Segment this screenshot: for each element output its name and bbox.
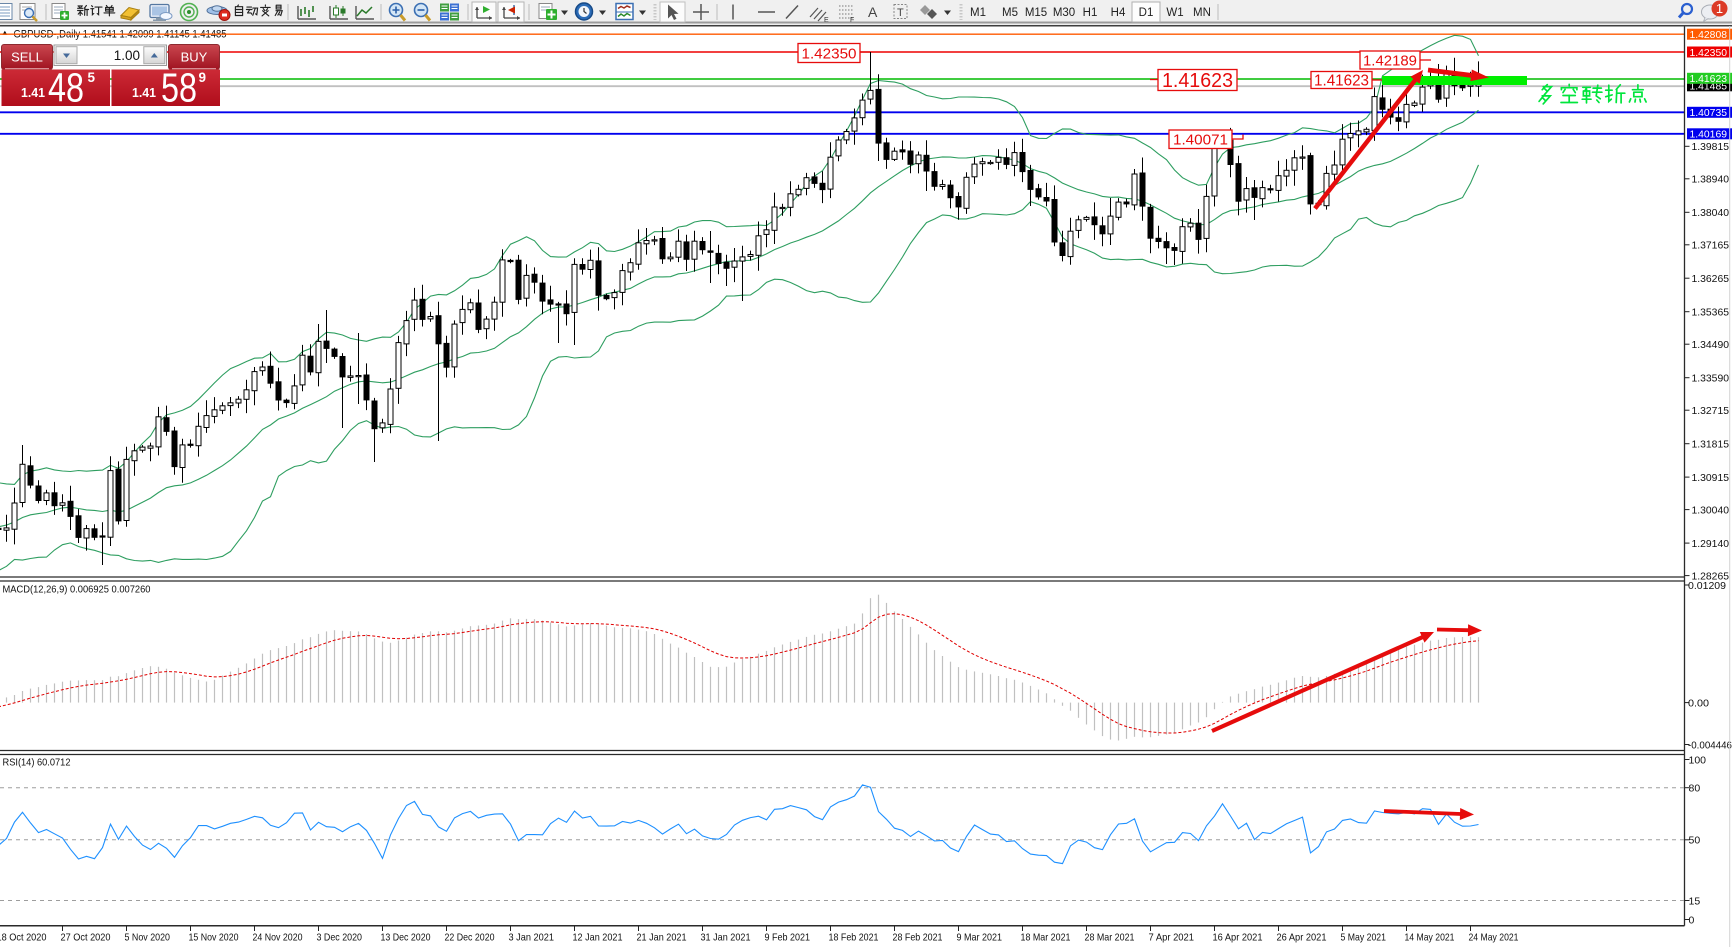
svg-text:1: 1 xyxy=(1716,1,1723,16)
svg-text:1.39815: 1.39815 xyxy=(1692,141,1730,153)
svg-text:18 Oct 2020: 18 Oct 2020 xyxy=(0,932,47,944)
svg-text:0.01209: 0.01209 xyxy=(1688,580,1726,592)
svg-text:1.41: 1.41 xyxy=(132,85,156,100)
svg-text:9 Mar 2021: 9 Mar 2021 xyxy=(957,932,1003,944)
svg-text:50: 50 xyxy=(1689,835,1701,847)
svg-text:1.35365: 1.35365 xyxy=(1692,307,1730,319)
svg-text:1.36265: 1.36265 xyxy=(1692,273,1730,285)
svg-text:12 Jan 2021: 12 Jan 2021 xyxy=(573,932,623,944)
svg-text:BUY: BUY xyxy=(181,50,208,65)
svg-text:1.34490: 1.34490 xyxy=(1692,339,1730,351)
svg-text:-0.004446: -0.004446 xyxy=(1688,739,1732,751)
svg-text:M5: M5 xyxy=(1002,7,1018,19)
svg-text:28 Feb 2021: 28 Feb 2021 xyxy=(893,932,943,944)
svg-text:H4: H4 xyxy=(1111,7,1126,19)
svg-text:3 Dec 2020: 3 Dec 2020 xyxy=(317,932,363,944)
svg-text:W1: W1 xyxy=(1166,7,1183,19)
svg-text:1.40071: 1.40071 xyxy=(1173,132,1228,149)
svg-text:0.00: 0.00 xyxy=(1688,697,1709,709)
svg-text:F: F xyxy=(850,17,854,24)
svg-text:18 Mar 2021: 18 Mar 2021 xyxy=(1021,932,1071,944)
svg-text:0: 0 xyxy=(1689,914,1695,926)
svg-text:1.33590: 1.33590 xyxy=(1692,373,1730,385)
svg-text:T: T xyxy=(897,7,904,19)
svg-text:M15: M15 xyxy=(1025,7,1047,19)
svg-text:1.41: 1.41 xyxy=(21,85,45,100)
svg-text:9: 9 xyxy=(199,70,207,85)
svg-text:80: 80 xyxy=(1689,783,1701,795)
svg-text:E: E xyxy=(824,17,829,24)
svg-text:22 Dec 2020: 22 Dec 2020 xyxy=(445,932,495,944)
svg-text:1.38040: 1.38040 xyxy=(1692,207,1730,219)
svg-text:15: 15 xyxy=(1689,895,1701,907)
svg-text:SELL: SELL xyxy=(11,50,43,65)
svg-text:15 Nov 2020: 15 Nov 2020 xyxy=(189,932,239,944)
svg-text:27 Oct 2020: 27 Oct 2020 xyxy=(61,932,111,944)
svg-text:7 Apr 2021: 7 Apr 2021 xyxy=(1149,932,1195,944)
svg-text:1.31815: 1.31815 xyxy=(1692,439,1730,451)
svg-text:1.37165: 1.37165 xyxy=(1692,240,1730,252)
svg-text:18 Feb 2021: 18 Feb 2021 xyxy=(829,932,879,944)
svg-text:H1: H1 xyxy=(1083,7,1098,19)
svg-text:M30: M30 xyxy=(1053,7,1075,19)
svg-text:58: 58 xyxy=(161,65,197,111)
svg-text:D1: D1 xyxy=(1139,7,1154,19)
svg-text:24 Nov 2020: 24 Nov 2020 xyxy=(253,932,303,944)
svg-text:100: 100 xyxy=(1689,754,1707,766)
svg-text:MACD(12,26,9) 0.006925 0.00726: MACD(12,26,9) 0.006925 0.007260 xyxy=(3,584,151,596)
svg-text:5 Nov 2020: 5 Nov 2020 xyxy=(125,932,171,944)
svg-text:MN: MN xyxy=(1193,7,1211,19)
svg-text:1.41623: 1.41623 xyxy=(1314,73,1369,90)
svg-text:1.30040: 1.30040 xyxy=(1692,504,1730,516)
svg-text:1.00: 1.00 xyxy=(114,48,140,63)
svg-text:A: A xyxy=(868,4,878,20)
svg-text:1.42189: 1.42189 xyxy=(1363,52,1417,69)
svg-text:31 Jan 2021: 31 Jan 2021 xyxy=(701,932,751,944)
svg-text:1.38940: 1.38940 xyxy=(1692,174,1730,186)
svg-text:5: 5 xyxy=(88,70,96,85)
svg-text:5 May 2021: 5 May 2021 xyxy=(1341,932,1387,944)
svg-text:13 Dec 2020: 13 Dec 2020 xyxy=(381,932,431,944)
svg-text:1.40169: 1.40169 xyxy=(1690,129,1728,141)
svg-text:1.41623: 1.41623 xyxy=(1690,73,1728,85)
svg-text:RSI(14) 60.0712: RSI(14) 60.0712 xyxy=(3,757,71,769)
svg-text:3 Jan 2021: 3 Jan 2021 xyxy=(509,932,555,944)
svg-text:1.29140: 1.29140 xyxy=(1692,538,1730,550)
svg-text:1.42808: 1.42808 xyxy=(1690,29,1728,41)
svg-text:1.42350: 1.42350 xyxy=(802,45,857,62)
svg-text:1.42350: 1.42350 xyxy=(1690,47,1728,59)
svg-text:28 Mar 2021: 28 Mar 2021 xyxy=(1085,932,1135,944)
svg-text:48: 48 xyxy=(48,65,84,111)
svg-text:1.28265: 1.28265 xyxy=(1692,570,1730,582)
svg-text:1.30915: 1.30915 xyxy=(1692,472,1730,484)
svg-text:9 Feb 2021: 9 Feb 2021 xyxy=(765,932,811,944)
svg-text:26 Apr 2021: 26 Apr 2021 xyxy=(1277,932,1327,944)
svg-text:24 May 2021: 24 May 2021 xyxy=(1469,932,1519,944)
svg-text:14 May 2021: 14 May 2021 xyxy=(1405,932,1455,944)
svg-text:M1: M1 xyxy=(970,7,986,19)
svg-text:1.32715: 1.32715 xyxy=(1692,405,1730,417)
svg-text:1.40735: 1.40735 xyxy=(1690,107,1728,119)
svg-text:1.41623: 1.41623 xyxy=(1162,70,1233,92)
svg-text:16 Apr 2021: 16 Apr 2021 xyxy=(1213,932,1263,944)
svg-text:21 Jan 2021: 21 Jan 2021 xyxy=(637,932,687,944)
